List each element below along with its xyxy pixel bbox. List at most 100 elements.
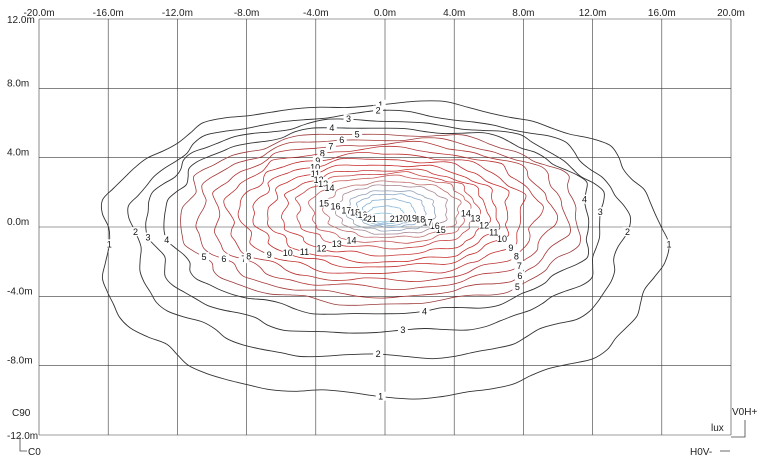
unit-label: lux xyxy=(711,423,724,434)
contour-label-bg xyxy=(422,217,433,227)
contour-label-15: 15 xyxy=(319,198,329,208)
contour-label-bg xyxy=(319,198,330,208)
contour-label-bg xyxy=(324,183,335,193)
y-axis-ticks: 12.0m 8.0m 4.0m 0.0m -4.0m -8.0m -12.0m xyxy=(7,15,38,442)
contour-label-bg xyxy=(435,224,446,234)
contour-label-8: 8 xyxy=(246,252,251,262)
contour-label-13: 13 xyxy=(318,179,328,189)
contour-label-3: 3 xyxy=(598,207,603,217)
contour-label-8: 8 xyxy=(514,252,519,262)
contour-line-15 xyxy=(322,180,462,238)
contour-label-bg xyxy=(350,207,361,217)
contour-label-bg xyxy=(663,239,674,249)
contour-label-9: 9 xyxy=(267,250,272,260)
contour-label-6: 6 xyxy=(517,271,522,281)
contour-label-bg xyxy=(312,155,323,165)
contour-label-bg xyxy=(316,243,327,253)
contour-label-bg xyxy=(511,251,522,261)
x-tick-label: 4.0m xyxy=(443,8,465,19)
contour-label-2: 2 xyxy=(376,106,381,116)
contour-label-bg xyxy=(407,213,418,223)
contour-label-5: 5 xyxy=(515,282,520,292)
contour-label-10: 10 xyxy=(310,162,320,172)
contour-label-bg xyxy=(419,306,430,316)
contour-label-bg xyxy=(398,213,409,223)
contour-label-bg xyxy=(514,260,525,270)
x-tick-label: -12.0m xyxy=(162,8,193,19)
contour-label-13: 13 xyxy=(470,214,480,224)
contour-label-6: 6 xyxy=(339,135,344,145)
contour-label-2: 2 xyxy=(625,227,630,237)
y-tick-label: 8.0m xyxy=(7,78,29,89)
contour-label-bg xyxy=(310,162,321,172)
contour-label-bg xyxy=(389,213,400,223)
contour-label-4: 4 xyxy=(164,235,169,245)
contour-label-bg xyxy=(142,232,153,242)
contour-label-3: 3 xyxy=(145,233,150,243)
contour-line-7 xyxy=(212,140,558,290)
contour-label-bg xyxy=(375,391,386,401)
contour-label-11: 11 xyxy=(489,228,498,238)
x-tick-label: -8.0m xyxy=(234,8,260,19)
contour-label-bg xyxy=(243,251,254,261)
contour-label-3: 3 xyxy=(400,325,405,335)
contour-label-7: 7 xyxy=(517,261,522,271)
contour-label-15: 15 xyxy=(436,225,446,235)
axis-direction-markers xyxy=(19,420,746,452)
contour-label-bg xyxy=(397,325,408,335)
contour-line-6 xyxy=(195,137,571,299)
contour-label-bg xyxy=(373,105,384,115)
contour-label-19: 19 xyxy=(357,210,367,220)
contour-label-bg xyxy=(130,227,141,237)
contour-label-bg xyxy=(470,213,481,223)
corner-labels: C90 C0 V0H+ H0V- lux xyxy=(12,407,757,458)
contour-label-bg xyxy=(336,135,347,145)
contour-label-bg xyxy=(341,205,352,215)
x-tick-label: -20.0m xyxy=(23,8,54,19)
contour-label-bg xyxy=(325,141,336,151)
contour-label-12: 12 xyxy=(479,220,489,230)
contour-label-bg xyxy=(318,179,329,189)
contour-label-1: 1 xyxy=(666,239,671,249)
contour-label-19: 19 xyxy=(407,213,417,223)
contour-label-bg xyxy=(352,129,363,139)
grid-lines xyxy=(38,18,732,436)
contour-label-bg xyxy=(282,248,293,258)
contour-label-bg xyxy=(375,99,386,109)
contour-label-5: 5 xyxy=(202,252,207,262)
contour-label-4: 4 xyxy=(582,195,587,205)
contour-line-13 xyxy=(294,171,481,250)
contour-label-bg xyxy=(330,201,341,211)
contour-label-18: 18 xyxy=(415,214,425,224)
contour-label-bg xyxy=(357,210,368,220)
contour-label-bg xyxy=(366,214,377,224)
contour-label-bg xyxy=(497,234,508,244)
x-tick-label: 20.0m xyxy=(717,8,745,19)
contour-label-21: 21 xyxy=(367,214,377,224)
contour-label-11: 11 xyxy=(311,169,320,179)
contour-label-5: 5 xyxy=(355,129,360,139)
x-tick-label: 8.0m xyxy=(512,8,534,19)
contour-label-14: 14 xyxy=(324,183,334,193)
contour-label-bg xyxy=(514,271,525,281)
contour-label-bg xyxy=(595,207,606,217)
contour-label-1: 1 xyxy=(378,392,383,402)
contour-label-16: 16 xyxy=(430,221,440,231)
contour-label-bg xyxy=(299,247,310,257)
y-tick-label: -8.0m xyxy=(7,356,33,367)
c-axis-marker xyxy=(19,437,27,452)
contour-label-14: 14 xyxy=(346,235,356,245)
contour-line-9 xyxy=(237,151,527,274)
corner-label-v0h: V0H+ xyxy=(732,407,757,418)
contour-label-6: 6 xyxy=(221,254,226,264)
contour-line-4 xyxy=(163,127,590,315)
contour-label-20: 20 xyxy=(398,213,408,223)
contour-label-bg xyxy=(373,349,384,359)
contour-label-13: 13 xyxy=(332,239,342,249)
contour-label-bg xyxy=(479,220,490,230)
contour-labels: 1111222233334444555666777888999101010111… xyxy=(104,99,674,402)
contour-label-bg xyxy=(415,214,426,224)
contour-label-bg xyxy=(343,114,354,124)
contour-label-3: 3 xyxy=(346,114,351,124)
contour-label-bg xyxy=(346,235,357,245)
